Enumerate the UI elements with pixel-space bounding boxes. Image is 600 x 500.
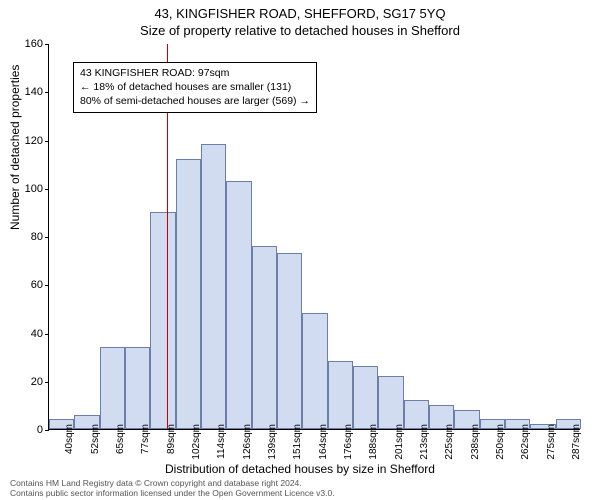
annotation-box: 43 KINGFISHER ROAD: 97sqm ← 18% of detac…	[73, 62, 317, 113]
y-tick-label: 60	[13, 279, 43, 291]
x-tick-label: 213sqm	[419, 424, 430, 460]
page-subtitle: Size of property relative to detached ho…	[0, 21, 600, 38]
bar	[100, 347, 125, 429]
y-tick-label: 0	[13, 424, 43, 436]
bar	[302, 313, 327, 429]
x-tick-label: 102sqm	[191, 424, 202, 460]
y-tick-label: 140	[13, 86, 43, 98]
bar	[252, 246, 277, 429]
x-tick-label: 250sqm	[495, 424, 506, 460]
bar	[353, 366, 378, 429]
y-tick-label: 20	[13, 376, 43, 388]
x-tick-label: 238sqm	[470, 424, 481, 460]
y-tick-mark	[45, 285, 49, 286]
plot-region: 02040608010012014016040sqm52sqm65sqm77sq…	[48, 44, 580, 430]
x-tick-label: 275sqm	[546, 424, 557, 460]
x-tick-label: 287sqm	[571, 424, 582, 460]
page-title: 43, KINGFISHER ROAD, SHEFFORD, SG17 5YQ	[0, 0, 600, 21]
annotation-line2: ← 18% of detached houses are smaller (13…	[80, 80, 310, 94]
x-tick-label: 201sqm	[394, 424, 405, 460]
y-tick-label: 160	[13, 38, 43, 50]
y-tick-mark	[45, 141, 49, 142]
y-tick-label: 120	[13, 135, 43, 147]
x-tick-label: 65sqm	[115, 424, 126, 454]
bar	[125, 347, 150, 429]
x-tick-label: 114sqm	[216, 424, 227, 459]
x-tick-label: 164sqm	[318, 424, 329, 460]
y-tick-mark	[45, 237, 49, 238]
footer: Contains HM Land Registry data © Crown c…	[10, 478, 335, 498]
y-tick-mark	[45, 382, 49, 383]
x-tick-label: 77sqm	[140, 424, 151, 454]
y-tick-mark	[45, 44, 49, 45]
bar	[378, 376, 403, 429]
y-tick-mark	[45, 430, 49, 431]
footer-line2: Contains public sector information licen…	[10, 488, 335, 498]
y-tick-mark	[45, 334, 49, 335]
x-tick-label: 176sqm	[343, 424, 354, 460]
y-tick-label: 100	[13, 183, 43, 195]
x-tick-label: 262sqm	[520, 424, 531, 460]
bar	[328, 361, 353, 429]
y-tick-mark	[45, 189, 49, 190]
x-axis-label: Distribution of detached houses by size …	[0, 462, 600, 476]
y-tick-label: 80	[13, 231, 43, 243]
x-tick-label: 188sqm	[368, 424, 379, 460]
y-tick-mark	[45, 92, 49, 93]
x-tick-label: 52sqm	[90, 424, 101, 454]
x-tick-label: 126sqm	[242, 424, 253, 460]
y-tick-label: 40	[13, 328, 43, 340]
footer-line1: Contains HM Land Registry data © Crown c…	[10, 478, 335, 488]
annotation-line1: 43 KINGFISHER ROAD: 97sqm	[80, 66, 310, 80]
bar	[201, 144, 226, 429]
bar	[150, 212, 175, 429]
annotation-line3: 80% of semi-detached houses are larger (…	[80, 94, 310, 108]
chart-area: 02040608010012014016040sqm52sqm65sqm77sq…	[48, 44, 580, 430]
bar	[176, 159, 201, 429]
bar	[226, 181, 251, 429]
bar	[277, 253, 302, 429]
x-tick-label: 40sqm	[64, 424, 75, 454]
x-tick-label: 151sqm	[292, 424, 303, 460]
x-tick-label: 139sqm	[267, 424, 278, 460]
x-tick-label: 225sqm	[444, 424, 455, 460]
